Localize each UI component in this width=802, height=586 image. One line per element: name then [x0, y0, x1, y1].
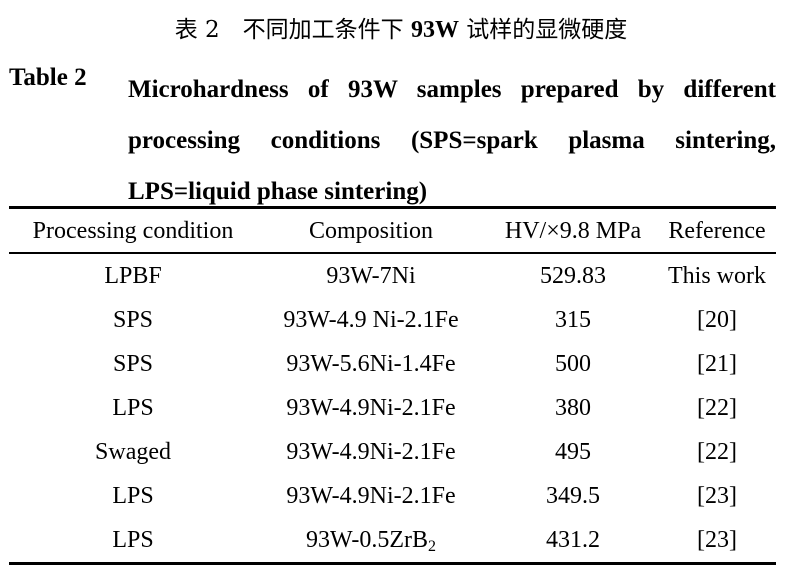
table-label-english: Table 2 — [9, 64, 87, 91]
cell-composition-text: 93W-4.9Ni-2.1Fe — [286, 483, 456, 509]
cell-condition-text: LPS — [112, 483, 154, 509]
cell-composition-text: 93W-5.6Ni-1.4Fe — [286, 351, 456, 377]
table-header-row: Processing condition Composition HV/×9.8… — [9, 209, 776, 253]
cell-reference-text: [22] — [697, 395, 737, 421]
composition-subscript: 2 — [427, 538, 436, 555]
cell-reference-text: This work — [668, 263, 766, 289]
cell-composition-text: 93W-7Ni — [326, 263, 416, 289]
cell-composition-text: 93W-4.9Ni-2.1Fe — [286, 439, 456, 465]
cell-reference: [23] — [697, 518, 737, 562]
cell-hv-text: 315 — [555, 307, 591, 333]
cell-condition: SPS — [113, 298, 153, 342]
header-processing-condition: Processing condition — [32, 218, 234, 244]
cell-composition: 93W-4.9Ni-2.1Fe — [286, 386, 455, 430]
header-rule — [9, 252, 776, 254]
title-suffix: 试样的显微硬度 — [458, 17, 628, 43]
cell-hv: 349.5 — [546, 474, 600, 518]
table-row: SPS 93W-4.9 Ni-2.1Fe 315 [20] — [9, 298, 776, 342]
bottom-rule — [9, 562, 776, 565]
table-row: LPS 93W-4.9Ni-2.1Fe 380 [22] — [9, 386, 776, 430]
cell-condition-text: Swaged — [95, 439, 171, 465]
top-rule — [9, 206, 776, 209]
cell-reference-text: [20] — [697, 307, 737, 333]
header-composition: Composition — [308, 218, 434, 244]
table-caption-english: Microhardness of 93W samples prepared by… — [128, 76, 776, 205]
cell-hv: 500 — [555, 342, 591, 386]
table-row: LPBF 93W-7Ni 529.83 This work — [9, 254, 776, 298]
cell-hv-text: 431.2 — [546, 527, 600, 553]
cell-condition-text: LPBF — [104, 263, 162, 289]
cell-composition: 93W-4.9 Ni-2.1Fe — [283, 298, 458, 342]
cell-reference-text: [22] — [697, 439, 737, 465]
cell-composition-text: 93W-4.9 Ni-2.1Fe — [283, 307, 459, 333]
cell-condition: SPS — [113, 342, 153, 386]
title-bold: 93W — [410, 17, 459, 43]
table-row: Swaged 93W-4.9Ni-2.1Fe 495 [22] — [9, 430, 776, 474]
table-row: SPS 93W-5.6Ni-1.4Fe 500 [21] — [9, 342, 776, 386]
cell-composition: 93W-4.9Ni-2.1Fe — [286, 430, 455, 474]
cell-composition: 93W-4.9Ni-2.1Fe — [286, 474, 455, 518]
cell-reference: [20] — [697, 298, 737, 342]
cell-condition: LPS — [112, 518, 153, 562]
cell-composition-text: 93W-4.9Ni-2.1Fe — [286, 395, 456, 421]
cell-hv: 495 — [555, 430, 591, 474]
cell-hv-text: 529.83 — [540, 263, 606, 289]
cell-hv: 431.2 — [546, 518, 600, 562]
cell-hv: 529.83 — [540, 254, 606, 298]
cell-condition-text: LPS — [112, 527, 154, 553]
cell-reference-text: [23] — [697, 483, 737, 509]
cell-reference: [22] — [697, 386, 737, 430]
cell-condition-text: SPS — [112, 307, 154, 333]
cell-hv: 380 — [555, 386, 591, 430]
cell-hv-text: 349.5 — [546, 483, 600, 509]
table-row: LPS 93W-4.9Ni-2.1Fe 349.5 [23] — [9, 474, 776, 518]
cell-condition-text: SPS — [112, 351, 154, 377]
cell-reference: This work — [668, 254, 766, 298]
table-row: LPS 93W-0.5ZrB2 431.2 [23] — [9, 518, 776, 562]
cell-hv-text: 500 — [555, 351, 591, 377]
cell-condition: Swaged — [95, 430, 171, 474]
cell-composition: 93W-7Ni — [326, 254, 415, 298]
cell-composition: 93W-5.6Ni-1.4Fe — [286, 342, 455, 386]
cell-reference: [22] — [697, 430, 737, 474]
cell-reference: [23] — [697, 474, 737, 518]
header-reference: Reference — [668, 218, 766, 244]
cell-composition-text: 93W-0.5ZrB — [306, 527, 428, 553]
cell-reference-text: [21] — [697, 351, 737, 377]
cell-reference: [21] — [697, 342, 737, 386]
table-title-chinese: 表 2 不同加工条件下 93W 试样的显微硬度 — [0, 10, 802, 44]
cell-condition-text: LPS — [112, 395, 154, 421]
cell-hv: 315 — [555, 298, 591, 342]
cell-reference-text: [23] — [697, 527, 737, 553]
cell-hv-text: 495 — [555, 439, 591, 465]
cell-condition: LPBF — [104, 254, 161, 298]
cell-condition: LPS — [112, 386, 153, 430]
cell-condition: LPS — [112, 474, 153, 518]
title-prefix: 表 2 不同加工条件下 — [174, 17, 411, 43]
cell-composition: 93W-0.5ZrB2 — [306, 518, 436, 562]
header-hv: HV/×9.8 MPa — [504, 218, 642, 244]
cell-hv-text: 380 — [555, 395, 591, 421]
